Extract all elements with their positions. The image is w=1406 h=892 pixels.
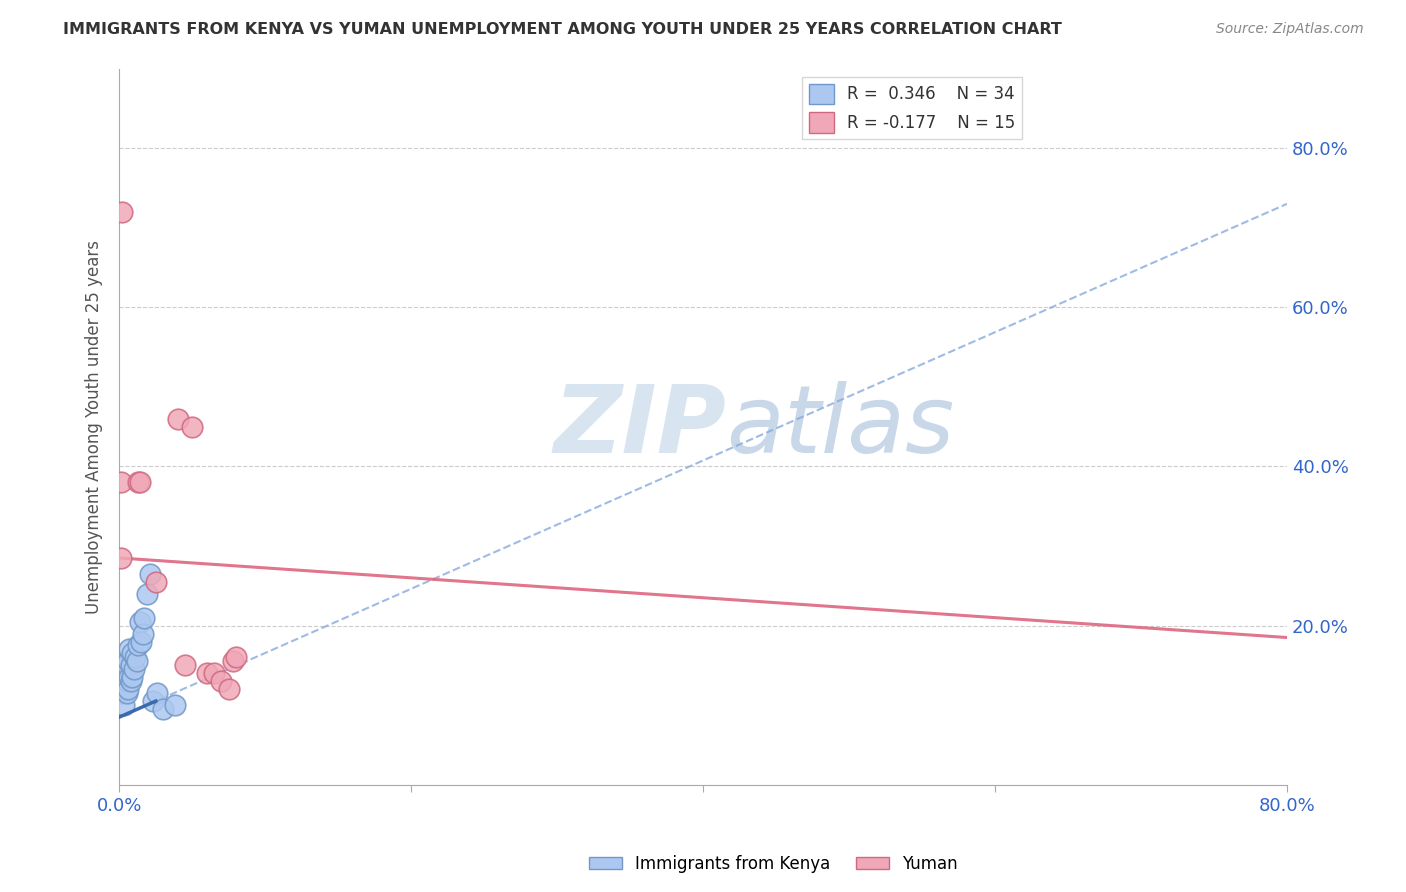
Point [124, 650, 146, 665]
Point [117, 682, 139, 697]
Point [118, 642, 141, 657]
Point [120, 674, 142, 689]
Point [152, 702, 174, 716]
Point [127, 475, 149, 490]
Point [222, 654, 245, 668]
Y-axis label: Unemployment Among Youth under 25 years: Unemployment Among Youth under 25 years [86, 240, 103, 614]
Point [131, 626, 153, 640]
Point [111, 686, 134, 700]
Point [136, 587, 159, 601]
Point [181, 419, 204, 434]
Point [114, 682, 136, 697]
Point [125, 654, 148, 668]
Point [115, 686, 138, 700]
Point [166, 411, 188, 425]
Legend: Immigrants from Kenya, Yuman: Immigrants from Kenya, Yuman [582, 848, 965, 880]
Point [145, 574, 167, 589]
Point [146, 686, 169, 700]
Text: ZIP: ZIP [554, 381, 727, 473]
Point [202, 666, 225, 681]
Text: atlas: atlas [727, 381, 955, 472]
Point [211, 674, 233, 689]
Point [117, 654, 139, 668]
Point [112, 698, 135, 713]
Point [115, 674, 138, 689]
Point [218, 682, 240, 697]
Point [110, 475, 132, 490]
Point [122, 662, 145, 676]
Point [118, 670, 141, 684]
Point [120, 658, 142, 673]
Point [121, 670, 143, 684]
Text: IMMIGRANTS FROM KENYA VS YUMAN UNEMPLOYMENT AMONG YOUTH UNDER 25 YEARS CORRELATI: IMMIGRANTS FROM KENYA VS YUMAN UNEMPLOYM… [63, 22, 1062, 37]
Point [163, 698, 186, 713]
Point [142, 694, 165, 708]
Point [129, 634, 152, 648]
Point [112, 678, 135, 692]
Point [174, 658, 197, 673]
Point [111, 674, 134, 689]
Point [114, 670, 136, 684]
Point [121, 647, 143, 661]
Legend: R =  0.346    N = 34, R = -0.177    N = 15: R = 0.346 N = 34, R = -0.177 N = 15 [801, 77, 1022, 139]
Point [139, 566, 162, 581]
Point [111, 204, 134, 219]
Text: Source: ZipAtlas.com: Source: ZipAtlas.com [1216, 22, 1364, 37]
Point [128, 475, 150, 490]
Point [110, 674, 132, 689]
Point [110, 662, 132, 676]
Point [128, 615, 150, 629]
Point [112, 666, 135, 681]
Point [132, 610, 155, 624]
Point [195, 666, 218, 681]
Point [115, 658, 138, 673]
Point [110, 551, 132, 566]
Point [225, 650, 247, 665]
Point [127, 639, 149, 653]
